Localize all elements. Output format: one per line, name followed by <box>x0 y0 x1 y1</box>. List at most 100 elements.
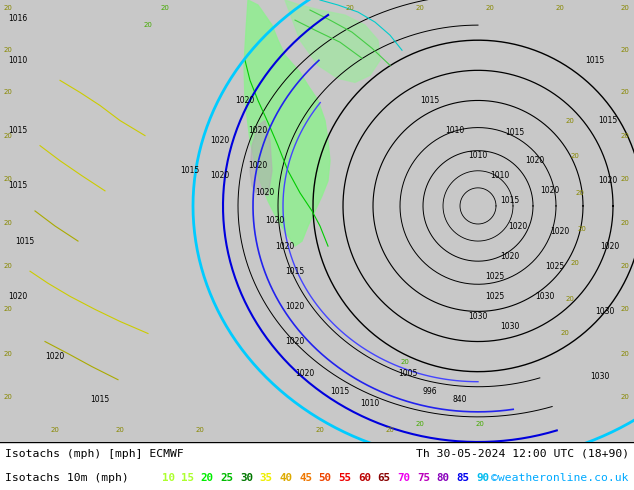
Text: 20: 20 <box>4 5 13 11</box>
Text: 25: 25 <box>221 473 233 483</box>
Text: 20: 20 <box>621 394 630 400</box>
Text: 1020: 1020 <box>266 217 285 225</box>
Text: 20: 20 <box>4 176 13 182</box>
Text: 1010: 1010 <box>469 151 488 160</box>
Text: 1030: 1030 <box>500 322 520 331</box>
Text: 1020: 1020 <box>285 302 304 311</box>
Text: 1015: 1015 <box>330 387 349 396</box>
Text: 20: 20 <box>51 427 60 433</box>
Text: 20: 20 <box>195 427 204 433</box>
Text: 1015: 1015 <box>8 181 28 190</box>
Text: 1025: 1025 <box>545 262 565 270</box>
Text: 20: 20 <box>401 359 410 365</box>
Text: 1015: 1015 <box>8 126 28 135</box>
Text: 45: 45 <box>299 473 312 483</box>
Text: 20: 20 <box>621 306 630 313</box>
Text: 1015: 1015 <box>585 56 605 65</box>
Text: 1010: 1010 <box>445 126 465 135</box>
Text: 1015: 1015 <box>181 166 200 175</box>
Text: 20: 20 <box>4 220 13 226</box>
Text: Isotachs (mph) [mph] ECMWF: Isotachs (mph) [mph] ECMWF <box>5 449 184 459</box>
Text: 20: 20 <box>621 220 630 226</box>
Text: 20: 20 <box>555 5 564 11</box>
Text: 1020: 1020 <box>508 221 527 230</box>
Text: 1020: 1020 <box>235 96 255 105</box>
Text: 20: 20 <box>621 263 630 269</box>
Text: 20: 20 <box>621 47 630 53</box>
Text: 20: 20 <box>201 473 214 483</box>
Text: 1015: 1015 <box>420 96 439 105</box>
Text: 20: 20 <box>566 118 574 123</box>
Text: 40: 40 <box>280 473 292 483</box>
Text: 1015: 1015 <box>500 196 520 205</box>
Text: ©weatheronline.co.uk: ©weatheronline.co.uk <box>491 473 629 483</box>
Text: 20: 20 <box>571 260 579 266</box>
Text: 20: 20 <box>566 296 574 302</box>
Text: 20: 20 <box>4 306 13 313</box>
Text: 20: 20 <box>560 330 569 337</box>
Text: 60: 60 <box>358 473 371 483</box>
Text: 1016: 1016 <box>8 14 28 23</box>
Text: 1020: 1020 <box>500 252 520 261</box>
Text: 1020: 1020 <box>249 161 268 170</box>
Text: 20: 20 <box>4 350 13 357</box>
Text: 20: 20 <box>476 421 484 427</box>
Text: Th 30-05-2024 12:00 UTC (18+90): Th 30-05-2024 12:00 UTC (18+90) <box>416 449 629 459</box>
Text: 1020: 1020 <box>249 126 268 135</box>
Text: 1020: 1020 <box>210 172 230 180</box>
Text: 1015: 1015 <box>505 128 524 137</box>
Text: 20: 20 <box>160 5 169 11</box>
Text: 20: 20 <box>621 176 630 182</box>
Text: 20: 20 <box>415 5 424 11</box>
Text: 1020: 1020 <box>46 352 65 361</box>
Text: 20: 20 <box>4 89 13 96</box>
Text: 1020: 1020 <box>550 226 569 236</box>
Polygon shape <box>285 0 380 82</box>
Polygon shape <box>250 121 272 196</box>
Text: 1020: 1020 <box>8 292 28 301</box>
Text: 20: 20 <box>621 350 630 357</box>
Text: 65: 65 <box>378 473 391 483</box>
Text: 20: 20 <box>385 427 394 433</box>
Text: 1015: 1015 <box>598 116 618 125</box>
Text: 1030: 1030 <box>590 372 610 381</box>
Text: 1020: 1020 <box>210 136 230 145</box>
Text: 1020: 1020 <box>526 156 545 165</box>
Text: 1020: 1020 <box>285 337 304 346</box>
Text: 1010: 1010 <box>8 56 28 65</box>
Text: 1015: 1015 <box>285 267 304 276</box>
Text: 10: 10 <box>162 473 174 483</box>
Text: 20: 20 <box>346 5 354 11</box>
Text: 996: 996 <box>423 387 437 396</box>
Text: 20: 20 <box>621 5 630 11</box>
Text: 1030: 1030 <box>535 292 555 301</box>
Text: 1025: 1025 <box>486 292 505 301</box>
Text: 20: 20 <box>415 421 424 427</box>
Text: 85: 85 <box>456 473 469 483</box>
Text: 1020: 1020 <box>600 242 619 250</box>
Text: 1010: 1010 <box>490 172 510 180</box>
Text: 15: 15 <box>181 473 194 483</box>
Text: 1030: 1030 <box>595 307 615 316</box>
Text: 1030: 1030 <box>469 312 488 321</box>
Text: 20: 20 <box>621 133 630 139</box>
Text: 1025: 1025 <box>486 272 505 281</box>
Text: 1020: 1020 <box>598 176 618 185</box>
Text: 75: 75 <box>417 473 430 483</box>
Text: 80: 80 <box>437 473 450 483</box>
Text: 20: 20 <box>4 394 13 400</box>
Text: 35: 35 <box>260 473 273 483</box>
Text: 1020: 1020 <box>275 242 295 250</box>
Text: 20: 20 <box>4 47 13 53</box>
Text: 1020: 1020 <box>256 188 275 197</box>
Text: 1020: 1020 <box>540 186 560 196</box>
Text: 70: 70 <box>398 473 410 483</box>
Text: 55: 55 <box>339 473 351 483</box>
Text: 20: 20 <box>4 263 13 269</box>
Text: 20: 20 <box>115 427 124 433</box>
Text: 1015: 1015 <box>15 237 35 245</box>
Text: 1005: 1005 <box>398 369 418 378</box>
Text: Isotachs 10m (mph): Isotachs 10m (mph) <box>5 473 129 483</box>
Text: 50: 50 <box>319 473 332 483</box>
Text: 1010: 1010 <box>360 399 380 408</box>
